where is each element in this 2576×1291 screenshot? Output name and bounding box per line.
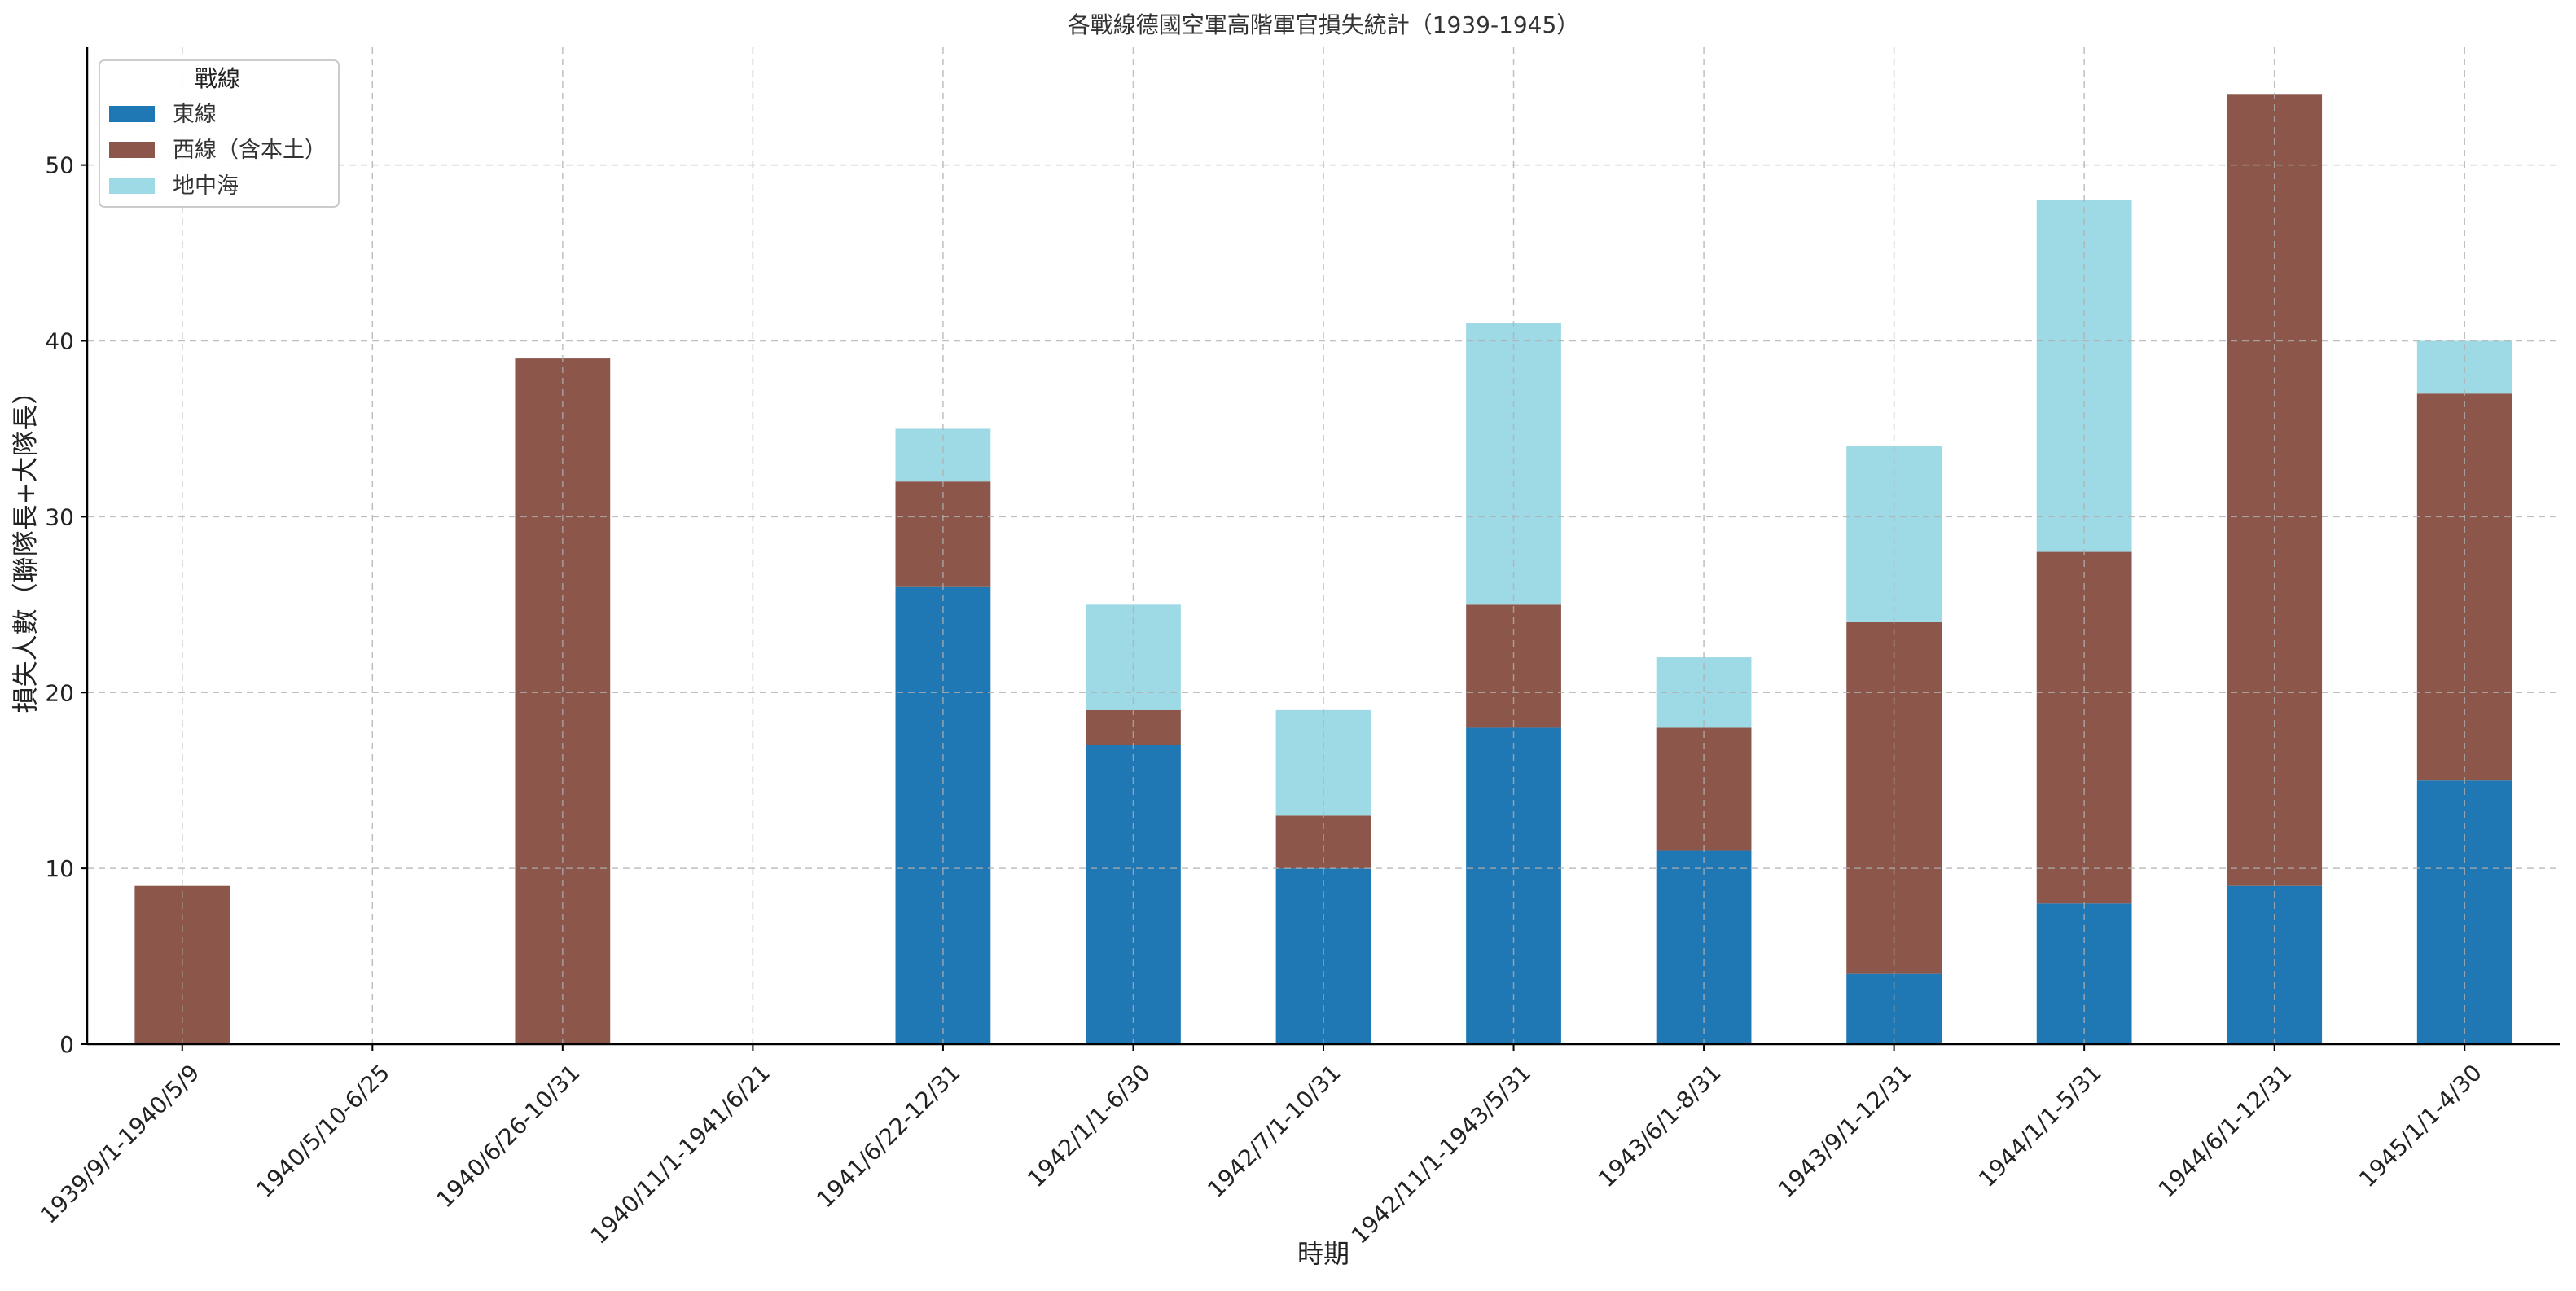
chart-title: 各戰線德國空軍高階軍官損失統計（1939-1945） — [1068, 11, 1580, 38]
y-axis-label: 損失人數（聯隊長+大隊長） — [10, 379, 41, 714]
bar-segment-1-4 — [895, 481, 991, 587]
legend-swatch — [109, 106, 155, 122]
y-tick-label: 50 — [45, 152, 74, 179]
x-tick-label: 1943/9/1-12/31 — [1773, 1059, 1916, 1202]
bar-segment-2-9 — [1846, 446, 1942, 622]
y-tick-label: 20 — [45, 679, 74, 706]
x-tick-label: 1944/6/1-12/31 — [2153, 1059, 2297, 1202]
x-tick-label: 1940/5/10-6/25 — [251, 1059, 394, 1202]
bar-segment-0-12 — [2416, 780, 2512, 1044]
x-tick-labels: 1939/9/1-1940/5/9 1940/5/10-6/25 1940/6/26… — [35, 1044, 2487, 1249]
legend-label: 西線（含本土） — [173, 138, 327, 163]
y-tick-labels: 0 10 20 30 40 50 — [45, 152, 87, 1058]
legend-swatch — [109, 142, 155, 158]
y-tick-label: 30 — [45, 503, 74, 530]
x-tick-label: 1941/6/22-12/31 — [812, 1059, 966, 1213]
y-tick-label: 10 — [45, 855, 74, 882]
x-tick-label: 1943/6/1-8/31 — [1593, 1059, 1727, 1192]
bar-segment-1-5 — [1086, 709, 1181, 746]
bar-segment-2-6 — [1275, 709, 1371, 816]
legend-swatch — [109, 178, 155, 194]
legend-box — [99, 59, 340, 208]
x-tick-label: 1940/6/26-10/31 — [431, 1059, 585, 1213]
x-tick-label: 1940/11/1-1941/6/21 — [586, 1059, 776, 1249]
x-tick-label: 1945/1/1-4/30 — [2354, 1059, 2487, 1192]
legend-title: 戰線 — [195, 65, 240, 92]
y-tick-label: 0 — [59, 1031, 74, 1058]
x-tick-label: 1942/11/1-1943/5/31 — [1346, 1059, 1537, 1249]
x-tick-label: 1942/7/1-10/31 — [1202, 1059, 1345, 1202]
x-tick-label: 1944/1/1-5/31 — [1973, 1059, 2107, 1192]
legend-label: 地中海 — [173, 173, 239, 199]
bars — [134, 94, 2512, 1045]
legend-label: 東線 — [173, 102, 217, 127]
x-axis-label: 時期 — [1297, 1238, 1349, 1269]
x-tick-label: 1942/1/1-6/30 — [1022, 1059, 1156, 1192]
y-tick-label: 40 — [45, 328, 74, 355]
x-tick-label: 1939/9/1-1940/5/9 — [35, 1059, 204, 1228]
grid — [87, 47, 2560, 1044]
bar-segment-1-11 — [2227, 94, 2323, 886]
bar-segment-0-6 — [1275, 868, 1371, 1044]
